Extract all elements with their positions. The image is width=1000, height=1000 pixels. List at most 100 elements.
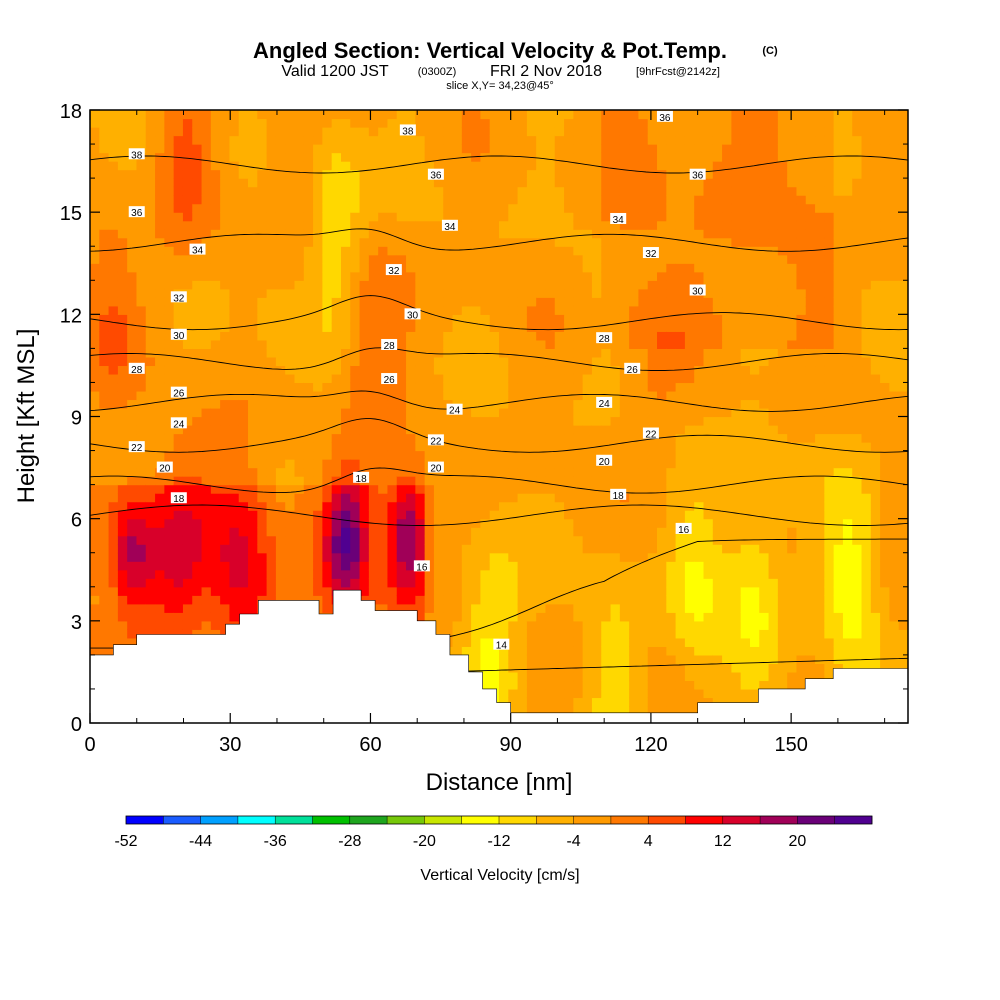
velocity-cell — [536, 595, 547, 605]
velocity-cell — [210, 620, 221, 630]
velocity-cell — [433, 442, 444, 452]
velocity-cell — [350, 305, 361, 315]
velocity-cell — [684, 595, 695, 605]
velocity-cell — [471, 178, 482, 188]
velocity-cell — [285, 220, 296, 230]
velocity-cell — [657, 493, 667, 503]
velocity-cell — [573, 544, 584, 554]
velocity-cell — [722, 212, 732, 222]
velocity-cell — [684, 671, 695, 682]
velocity-cell — [433, 152, 444, 162]
velocity-cell — [117, 220, 128, 230]
velocity-cell — [322, 569, 333, 579]
velocity-cell — [285, 297, 296, 307]
title-mark: (C) — [762, 45, 778, 57]
velocity-cell — [415, 407, 426, 418]
velocity-cell — [99, 135, 110, 145]
velocity-cell — [155, 501, 165, 511]
velocity-cell — [647, 127, 658, 137]
velocity-cell — [359, 544, 370, 554]
velocity-cell — [647, 118, 658, 128]
velocity-cell — [164, 603, 175, 613]
velocity-cell — [257, 314, 268, 324]
velocity-cell — [666, 459, 677, 469]
velocity-cell — [564, 331, 574, 341]
velocity-cell — [117, 237, 128, 247]
velocity-cell — [117, 425, 128, 435]
velocity-cell — [610, 518, 621, 528]
velocity-cell — [526, 671, 537, 682]
velocity-cell — [712, 271, 723, 281]
velocity-cell — [675, 425, 686, 435]
velocity-cell — [145, 127, 156, 137]
velocity-cell — [275, 501, 286, 511]
velocity-cell — [480, 118, 491, 128]
velocity-cell — [471, 331, 482, 341]
velocity-cell — [694, 527, 705, 537]
velocity-cell — [350, 297, 361, 307]
velocity-cell — [443, 127, 454, 137]
velocity-cell — [508, 161, 519, 171]
velocity-cell — [108, 552, 119, 562]
velocity-cell — [712, 407, 723, 418]
velocity-cell — [471, 646, 482, 656]
velocity-cell — [406, 246, 416, 256]
velocity-cell — [471, 476, 482, 486]
velocity-cell — [238, 544, 249, 554]
velocity-cell — [424, 212, 435, 222]
velocity-cell — [248, 246, 258, 256]
velocity-cell — [638, 459, 649, 469]
velocity-cell — [443, 339, 454, 349]
velocity-cell — [489, 680, 500, 690]
velocity-cell — [201, 314, 212, 324]
velocity-cell — [499, 331, 509, 341]
velocity-cell — [155, 620, 165, 630]
velocity-cell — [229, 586, 240, 596]
velocity-cell — [378, 322, 389, 332]
velocity-cell — [90, 518, 100, 528]
velocity-cell — [182, 280, 193, 290]
velocity-cell — [303, 288, 314, 298]
velocity-cell — [647, 237, 658, 247]
velocity-cell — [294, 169, 305, 179]
velocity-cell — [350, 569, 361, 579]
velocity-cell — [396, 212, 407, 222]
velocity-cell — [313, 254, 323, 264]
velocity-cell — [619, 288, 630, 298]
velocity-cell — [350, 501, 361, 511]
velocity-cell — [90, 212, 100, 222]
velocity-cell — [601, 407, 612, 418]
velocity-cell — [285, 195, 296, 205]
velocity-cell — [275, 586, 286, 596]
velocity-cell — [248, 314, 258, 324]
velocity-cell — [248, 356, 258, 367]
velocity-cell — [248, 476, 258, 486]
velocity-cell — [712, 399, 723, 409]
velocity-cell — [517, 322, 528, 332]
velocity-cell — [461, 220, 472, 230]
velocity-cell — [591, 280, 602, 290]
velocity-cell — [684, 246, 695, 256]
velocity-cell — [201, 110, 212, 120]
velocity-cell — [182, 356, 193, 367]
velocity-cell — [294, 127, 305, 137]
velocity-cell — [480, 612, 491, 622]
velocity-cell — [117, 305, 128, 315]
velocity-cell — [601, 348, 612, 358]
velocity-cell — [117, 501, 128, 511]
velocity-cell — [647, 671, 658, 682]
velocity-cell — [238, 305, 249, 315]
velocity-cell — [182, 552, 193, 562]
velocity-cell — [694, 229, 705, 239]
velocity-cell — [443, 425, 454, 435]
velocity-cell — [461, 246, 472, 256]
velocity-cell — [638, 637, 649, 647]
velocity-cell — [601, 586, 612, 596]
velocity-cell — [201, 263, 212, 273]
velocity-cell — [508, 373, 519, 384]
velocity-cell — [303, 433, 314, 443]
velocity-cell — [703, 467, 714, 477]
velocity-cell — [220, 390, 231, 401]
velocity-cell — [313, 331, 323, 341]
velocity-cell — [573, 493, 584, 503]
